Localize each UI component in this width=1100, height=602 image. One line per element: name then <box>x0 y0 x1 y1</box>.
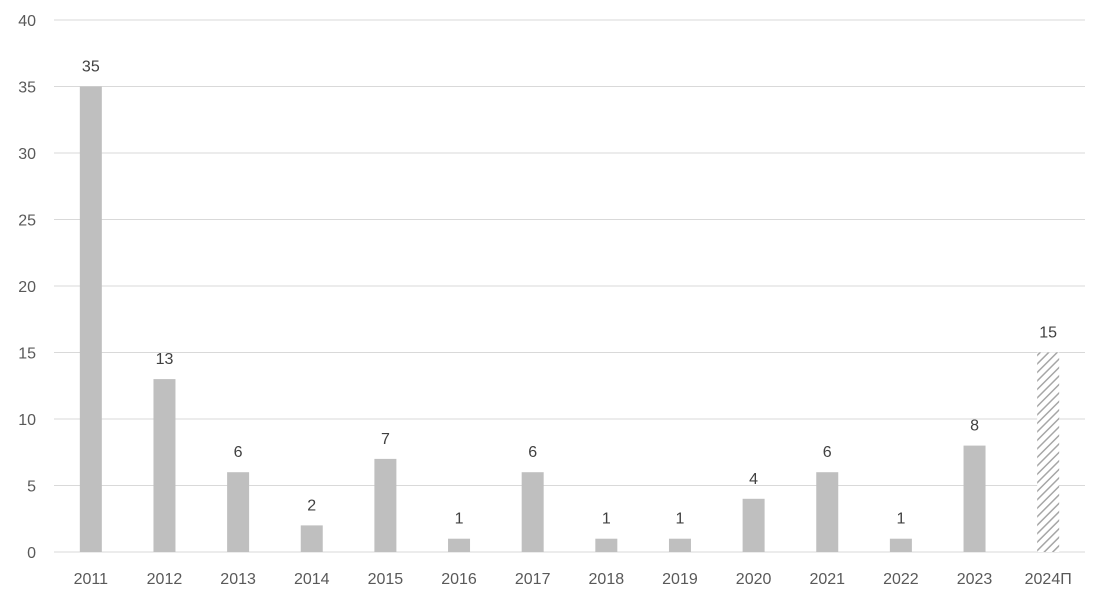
data-label: 8 <box>970 418 979 435</box>
data-label: 6 <box>234 444 243 461</box>
y-tick-label: 0 <box>27 545 36 562</box>
data-label: 13 <box>156 351 174 368</box>
x-tick-label: 2018 <box>589 571 625 588</box>
y-tick-label: 25 <box>18 213 36 230</box>
x-tick-label: 2021 <box>809 571 845 588</box>
y-tick-label: 30 <box>18 146 36 163</box>
y-tick-label: 40 <box>18 13 36 30</box>
forecast-bar <box>1037 352 1060 552</box>
bar <box>227 472 250 552</box>
x-tick-label: 2013 <box>220 571 256 588</box>
x-tick-label: 2023 <box>957 571 993 588</box>
y-tick-label: 20 <box>18 279 36 296</box>
x-axis-tick-labels: 2011 2012 2013 2014 2015 2016 2017 2018 2019 2020… <box>74 571 1072 588</box>
data-label: 1 <box>602 511 611 528</box>
x-tick-label: 2012 <box>147 571 183 588</box>
bar <box>742 498 765 552</box>
bar <box>300 525 323 552</box>
x-tick-label: 2017 <box>515 571 551 588</box>
bar <box>889 538 912 552</box>
bar <box>374 458 397 552</box>
y-tick-label: 5 <box>27 479 36 496</box>
bar <box>79 86 102 552</box>
bar <box>448 538 471 552</box>
x-tick-label: 2015 <box>368 571 404 588</box>
x-tick-label: 2016 <box>441 571 477 588</box>
x-tick-label: 2011 <box>74 571 109 588</box>
data-label: 1 <box>676 511 685 528</box>
y-tick-label: 10 <box>18 412 36 429</box>
data-label: 6 <box>823 444 832 461</box>
bar <box>668 538 691 552</box>
data-label: 6 <box>528 444 537 461</box>
y-tick-label: 15 <box>18 346 36 363</box>
x-tick-label: 2020 <box>736 571 772 588</box>
x-tick-label: 2019 <box>662 571 698 588</box>
bar <box>816 472 839 552</box>
data-label: 1 <box>455 511 464 528</box>
data-label: 1 <box>896 511 905 528</box>
data-label: 4 <box>749 471 758 488</box>
x-tick-label: 2024П <box>1025 571 1072 588</box>
bar <box>963 445 986 552</box>
gridlines <box>54 19 1085 553</box>
x-tick-label: 2022 <box>883 571 919 588</box>
data-label: 35 <box>82 59 100 76</box>
data-label: 7 <box>381 431 390 448</box>
bar <box>595 538 618 552</box>
x-tick-label: 2014 <box>294 571 330 588</box>
y-tick-label: 35 <box>18 80 36 97</box>
data-label: 15 <box>1039 325 1057 342</box>
bar <box>153 379 176 552</box>
bars <box>79 86 1060 552</box>
data-label: 2 <box>307 497 316 514</box>
bar <box>521 472 544 552</box>
y-axis-tick-labels: 0 5 10 15 20 25 30 35 40 <box>18 13 36 562</box>
